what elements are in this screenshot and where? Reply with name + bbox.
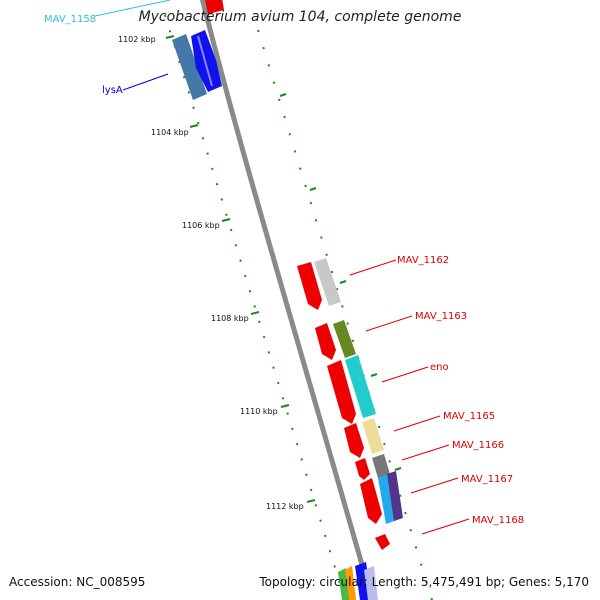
gene-MAV_1167[interactable] [378, 474, 397, 524]
gene-lysA[interactable] [191, 30, 222, 92]
gene-red-7[interactable] [375, 534, 390, 550]
label-MAV_1162[interactable]: MAV_1162 [397, 255, 449, 266]
accession-text: Accession: NC_008595 [9, 575, 146, 589]
tick-label-1108: 1108 kbp [211, 314, 249, 323]
gene-red-5[interactable] [355, 458, 370, 480]
callout-MAV_1162 [349, 259, 397, 276]
gene-MAV_1166[interactable] [372, 454, 390, 478]
label-MAV_1158[interactable]: MAV_1158 [44, 14, 96, 25]
gene-red-6[interactable] [360, 478, 382, 524]
tick-mark-1102 [165, 35, 175, 39]
callout-MAV_1167 [410, 477, 459, 494]
gene-MAV_1162[interactable] [314, 258, 341, 306]
callout-MAV_1163 [365, 315, 413, 332]
outer-tick-1 [279, 93, 287, 97]
label-MAV_1165[interactable]: MAV_1165 [443, 411, 495, 422]
gene-steelblue[interactable] [172, 34, 207, 100]
callout-eno [381, 366, 429, 383]
label-lysA[interactable]: lysA [102, 85, 123, 96]
gene-eno[interactable] [345, 355, 376, 418]
outer-tick-2 [309, 187, 317, 191]
gene-purple[interactable] [387, 471, 403, 521]
gene-red-3[interactable] [327, 360, 356, 424]
gene-red-4[interactable] [344, 423, 364, 458]
tick-label-1104: 1104 kbp [151, 128, 189, 137]
lysA-highlight [197, 35, 213, 87]
gene-red-2[interactable] [315, 323, 336, 360]
outer-tick-5 [394, 467, 402, 471]
label-MAV_1168[interactable]: MAV_1168 [472, 515, 524, 526]
gene-bottom-lavender[interactable] [364, 566, 378, 600]
label-eno[interactable]: eno [430, 362, 449, 373]
tick-mark-1112 [306, 499, 316, 503]
tick-label-1110: 1110 kbp [240, 407, 278, 416]
callout-MAV_1165 [393, 415, 441, 432]
gene-MAV_1163[interactable] [333, 320, 356, 358]
genome-backbone [199, 0, 375, 600]
tick-mark-1104 [189, 124, 199, 128]
outer-tick-4 [370, 373, 378, 377]
label-MAV_1163[interactable]: MAV_1163 [415, 311, 467, 322]
callout-MAV_1168 [421, 518, 470, 535]
gene-top-red[interactable] [205, 0, 224, 14]
gene-MAV_1165[interactable] [362, 418, 384, 454]
tick-mark-1106 [221, 218, 231, 222]
tick-mark-1110 [280, 404, 290, 408]
label-MAV_1167[interactable]: MAV_1167 [461, 474, 513, 485]
map-title: Mycobacterium avium 104, complete genome [138, 9, 462, 25]
outer-tick-3 [339, 280, 347, 284]
topology-text: Topology: circular; Length: 5,475,491 bp… [259, 575, 589, 589]
tick-mark-1108 [250, 311, 260, 315]
gene-bottom-orange[interactable] [345, 566, 356, 600]
tick-label-1102: 1102 kbp [118, 35, 156, 44]
callout-MAV_1166 [401, 444, 450, 461]
label-MAV_1166[interactable]: MAV_1166 [452, 440, 504, 451]
callout-lysA [122, 73, 169, 91]
gene-red-1[interactable] [297, 262, 322, 310]
tick-label-1106: 1106 kbp [182, 221, 220, 230]
tick-label-1112: 1112 kbp [266, 502, 304, 511]
callout-MAV_1158 [94, 0, 171, 17]
